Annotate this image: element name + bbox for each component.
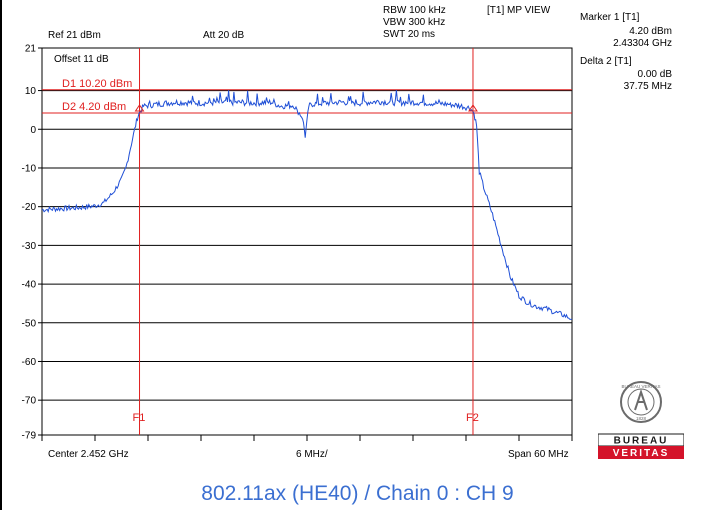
y-tick-label: -50 [22, 318, 37, 329]
frequency-lines: F1 F2 [133, 48, 479, 435]
x-axis-ticks [41, 435, 573, 441]
center-frequency-label: Center 2.452 GHz [48, 449, 129, 460]
delta2-frequency: 37.75 MHz [623, 81, 672, 92]
frequency-line-label: F1 [133, 412, 146, 424]
marker-triangle [468, 104, 478, 112]
rbw-label: RBW 100 kHz [383, 5, 446, 16]
y-tick-label: -30 [22, 241, 37, 252]
marker-symbols [134, 104, 478, 112]
spectrum-trace [41, 90, 573, 320]
vbw-label: VBW 300 kHz [383, 17, 446, 28]
swt-label: SWT 20 ms [383, 29, 436, 40]
display-line-label: D2 4.20 dBm [62, 101, 126, 113]
logo-year: 1828 [636, 416, 647, 421]
y-tick-label: -40 [22, 280, 37, 291]
marker1-label: Marker 1 [T1] [580, 12, 640, 23]
y-tick-label: -20 [22, 202, 37, 213]
logo-brand-bottom: VERITAS [613, 448, 670, 459]
view-label: [T1] MP VIEW [487, 5, 551, 16]
division-label: 6 MHz/ [296, 449, 328, 460]
y-tick-label: 10 [25, 86, 37, 97]
display-line-label: D1 10.20 dBm [62, 78, 132, 90]
offset-label-bg [48, 52, 122, 65]
logo-ring-text: BUREAU VERITAS [622, 384, 661, 389]
ref-level-label: Ref 21 dBm [48, 30, 101, 41]
y-tick-label: -60 [22, 357, 37, 368]
y-tick-label: 0 [30, 125, 36, 136]
left-frame-border [0, 0, 2, 510]
display-lines: D1 10.20 dBm D2 4.20 dBm [42, 78, 572, 114]
y-tick-label: -10 [22, 163, 37, 174]
marker-triangle [134, 104, 145, 112]
y-tick-label: 21 [25, 44, 37, 55]
y-tick-label: -70 [22, 396, 37, 407]
bureau-veritas-logo: BUREAU VERITAS 1828 BUREAU VERITAS [598, 381, 684, 459]
attenuation-label: Att 20 dB [203, 30, 245, 41]
delta2-level: 0.00 dB [637, 69, 672, 80]
marker1-level: 4.20 dBm [629, 26, 672, 37]
span-label: Span 60 MHz [508, 449, 569, 460]
y-tick-label: -79 [22, 431, 37, 442]
marker1-frequency: 2.43304 GHz [613, 38, 672, 49]
spectrum-chart: 21 10 0 -10 -20 -30 -40 -50 -60 -70 -79 D1 10.20 d… [22, 44, 573, 442]
offset-label: Offset 11 dB [54, 54, 109, 65]
y-axis-ticks: 21 10 0 -10 -20 -30 -40 -50 -60 -70 -79 [22, 44, 42, 442]
figure-caption: 802.11ax (HE40) / Chain 0 : CH 9 [201, 482, 514, 505]
logo-brand-top: BUREAU [614, 436, 669, 447]
frequency-line-label: F2 [466, 412, 479, 424]
delta2-label: Delta 2 [T1] [580, 56, 632, 67]
